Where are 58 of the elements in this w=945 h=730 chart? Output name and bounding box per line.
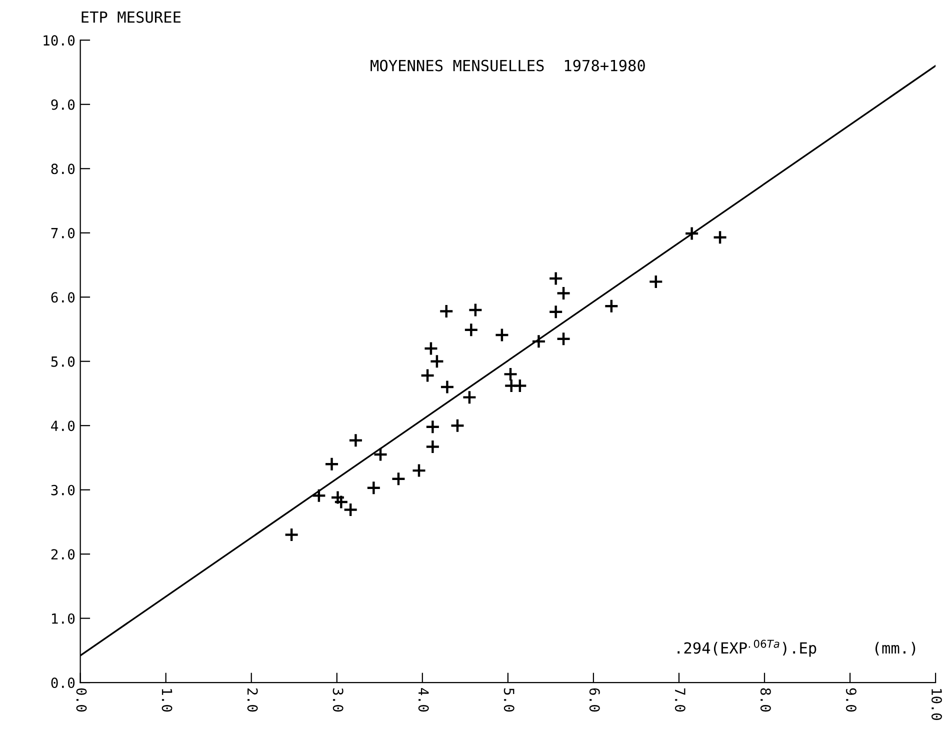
point bbox=[512, 378, 528, 394]
point bbox=[439, 304, 454, 319]
point bbox=[604, 298, 619, 314]
point bbox=[334, 494, 349, 510]
x-tick-label: 5.0 bbox=[504, 688, 514, 712]
point bbox=[324, 456, 340, 472]
x-axis-title: .294(EXP$^{.06Ta}$).Ep (mm.) bbox=[678, 640, 916, 657]
point bbox=[330, 490, 346, 505]
point bbox=[373, 447, 388, 462]
y-tick-label: 5.0 bbox=[51, 356, 75, 367]
point bbox=[348, 433, 364, 448]
y-tick-label: 2.0 bbox=[51, 549, 75, 560]
y-tick-label: 6.0 bbox=[51, 292, 75, 303]
text: MOYENNES MENSUELLES 1978+1980 bbox=[370, 60, 645, 72]
point bbox=[312, 488, 326, 503]
y-tick-label: 9.0 bbox=[51, 99, 75, 110]
point bbox=[556, 286, 571, 301]
point bbox=[548, 304, 564, 320]
point bbox=[712, 230, 728, 245]
point bbox=[425, 439, 440, 454]
x-tick-label: 6.0 bbox=[589, 688, 600, 712]
y-tick-label: 8.0 bbox=[51, 164, 75, 174]
y-tick-label: 3.0 bbox=[51, 484, 75, 496]
point bbox=[464, 322, 479, 338]
point bbox=[284, 527, 299, 542]
x-tick-label: 4.0 bbox=[418, 688, 429, 712]
point bbox=[684, 226, 700, 241]
point bbox=[462, 390, 477, 405]
x-tick-label: 10.0 bbox=[931, 689, 942, 720]
point bbox=[420, 368, 435, 383]
point bbox=[503, 366, 518, 382]
point bbox=[440, 380, 455, 394]
point bbox=[494, 328, 510, 342]
x-tick-label: 3.0 bbox=[332, 688, 344, 712]
y-tick-label: 7.0 bbox=[51, 228, 75, 238]
point bbox=[412, 463, 426, 478]
x-tick-label: 7.0 bbox=[674, 688, 686, 712]
point bbox=[343, 502, 358, 518]
point bbox=[556, 332, 571, 346]
x-tick-label: 2.0 bbox=[247, 688, 258, 712]
x-tick-label: 8.0 bbox=[760, 688, 771, 712]
point bbox=[548, 271, 564, 286]
x-tick-label: 9.0 bbox=[846, 688, 856, 712]
x-tick-label: 1.0 bbox=[162, 689, 172, 712]
point bbox=[391, 472, 406, 486]
point bbox=[648, 274, 664, 290]
point bbox=[424, 341, 438, 356]
point bbox=[430, 354, 444, 369]
y-tick-label: 1.0 bbox=[52, 613, 75, 624]
point bbox=[468, 302, 483, 318]
point bbox=[450, 418, 465, 433]
point bbox=[425, 420, 440, 434]
y-tick-label: 0.0 bbox=[51, 678, 75, 688]
point bbox=[366, 480, 382, 496]
y-tick-label: 4.0 bbox=[51, 420, 75, 432]
point bbox=[531, 334, 546, 349]
y-axis-title: ETP MESUREE bbox=[82, 11, 181, 23]
y-tick-label: 10.0 bbox=[44, 35, 75, 46]
